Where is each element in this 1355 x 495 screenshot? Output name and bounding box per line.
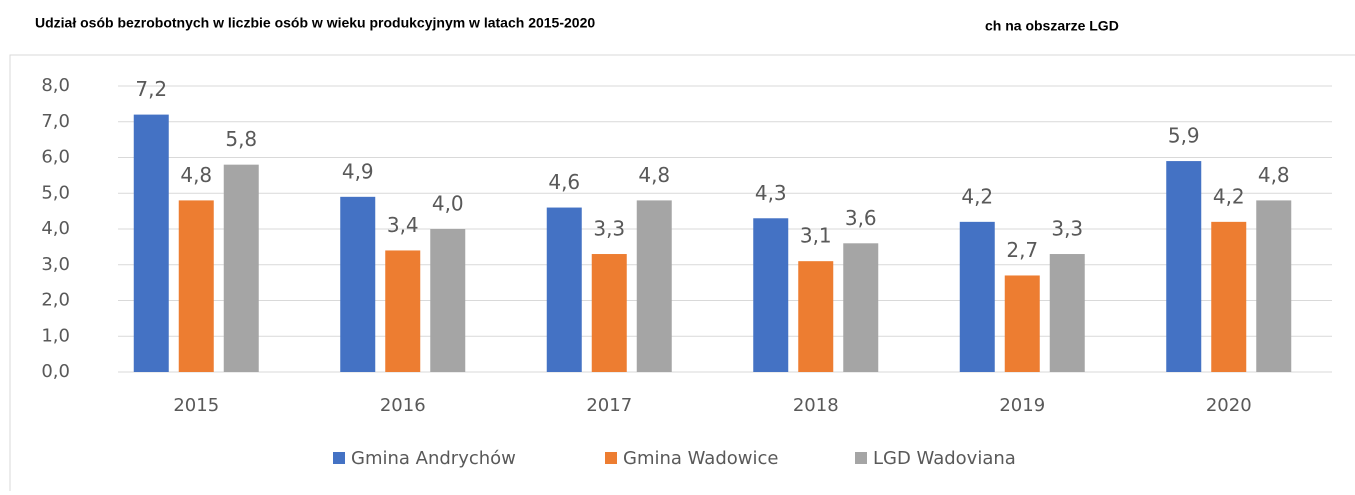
- data-label: 3,1: [800, 224, 832, 248]
- data-label: 5,8: [225, 127, 257, 151]
- y-tick-label: 0,0: [41, 361, 70, 382]
- legend-label: LGD Wadoviana: [873, 448, 1016, 469]
- annotation: ch na obszarze LGD: [985, 18, 1119, 34]
- data-label: 5,9: [1168, 124, 1200, 148]
- bar: [340, 196, 376, 372]
- data-label: 4,8: [180, 163, 212, 187]
- legend-swatch: [855, 452, 867, 464]
- bar: [223, 164, 259, 372]
- x-tick-label: 2015: [173, 395, 219, 416]
- x-tick-label: 2019: [999, 395, 1045, 416]
- data-label: 4,3: [755, 181, 787, 205]
- legend-label: Gmina Wadowice: [623, 448, 778, 469]
- y-tick-label: 2,0: [41, 290, 70, 311]
- bar: [178, 200, 214, 372]
- y-tick-label: 7,0: [41, 111, 70, 132]
- data-label: 4,9: [342, 159, 374, 183]
- y-tick-label: 4,0: [41, 218, 70, 239]
- data-label: 7,2: [135, 77, 167, 101]
- y-tick-label: 8,0: [41, 75, 70, 96]
- bar: [636, 200, 672, 372]
- bar: [546, 207, 582, 372]
- data-label: 3,3: [593, 217, 625, 241]
- chart-title: Udział osób bezrobotnych w liczbie osób …: [35, 15, 595, 31]
- x-tick-label: 2016: [380, 395, 426, 416]
- bar: [1256, 200, 1292, 372]
- data-label: 4,2: [1213, 184, 1245, 208]
- y-tick-label: 1,0: [41, 325, 70, 346]
- data-label: 3,4: [387, 213, 419, 237]
- bar: [959, 221, 995, 372]
- legend-label: Gmina Andrychów: [351, 448, 516, 469]
- data-label: 4,8: [1258, 163, 1290, 187]
- data-label: 4,6: [548, 170, 580, 194]
- y-tick-label: 6,0: [41, 147, 70, 168]
- y-tick-label: 5,0: [41, 182, 70, 203]
- bar: [1049, 254, 1085, 372]
- legend-swatch: [333, 452, 345, 464]
- y-tick-label: 3,0: [41, 254, 70, 275]
- bar: [1004, 275, 1040, 372]
- bar: [1211, 221, 1247, 372]
- data-label: 4,0: [432, 192, 464, 216]
- data-label: 4,8: [638, 163, 670, 187]
- bar: [753, 218, 789, 372]
- bar: [133, 114, 169, 372]
- chart-border: [9, 54, 1355, 495]
- data-label: 3,6: [845, 206, 877, 230]
- data-label: 4,2: [961, 184, 993, 208]
- bar: [430, 229, 466, 372]
- x-tick-label: 2018: [793, 395, 839, 416]
- data-label: 3,3: [1051, 217, 1083, 241]
- bar: [591, 254, 627, 372]
- bar: [1166, 161, 1202, 372]
- bar: [843, 243, 879, 372]
- x-tick-label: 2017: [586, 395, 632, 416]
- x-tick-label: 2020: [1206, 395, 1252, 416]
- bar: [798, 261, 834, 372]
- bar: [385, 250, 421, 372]
- legend-swatch: [605, 452, 617, 464]
- data-label: 2,7: [1006, 238, 1038, 262]
